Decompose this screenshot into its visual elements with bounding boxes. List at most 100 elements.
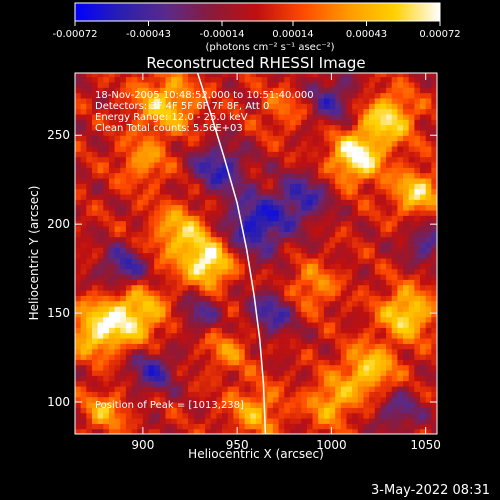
heatmap-cell bbox=[318, 231, 325, 238]
heatmap-cell bbox=[199, 369, 206, 376]
heatmap-cell bbox=[352, 337, 359, 344]
heatmap-cell bbox=[329, 183, 336, 190]
heatmap-cell bbox=[108, 76, 116, 83]
heatmap-cell bbox=[148, 311, 155, 318]
heatmap-cell bbox=[363, 263, 370, 270]
heatmap-cell bbox=[148, 337, 155, 344]
heatmap-cell bbox=[91, 396, 99, 403]
heatmap-cell bbox=[199, 145, 206, 152]
heatmap-cell bbox=[182, 364, 189, 371]
heatmap-cell bbox=[352, 327, 359, 334]
heatmap-cell bbox=[318, 423, 325, 430]
heatmap-cell bbox=[403, 145, 410, 152]
heatmap-cell bbox=[295, 375, 302, 382]
heatmap-cell bbox=[403, 76, 410, 83]
heatmap-cell bbox=[216, 353, 223, 360]
heatmap-cell bbox=[227, 97, 234, 104]
heatmap-cell bbox=[216, 135, 223, 142]
heatmap-cell bbox=[159, 81, 167, 88]
heatmap-cell bbox=[340, 103, 348, 110]
heatmap-cell bbox=[386, 268, 393, 275]
heatmap-cell bbox=[176, 268, 184, 275]
heatmap-cell bbox=[386, 295, 393, 302]
heatmap-cell bbox=[267, 183, 274, 190]
heatmap-cell bbox=[159, 92, 167, 99]
heatmap-cell bbox=[408, 97, 415, 104]
heatmap-cell bbox=[403, 273, 410, 280]
heatmap-cell bbox=[120, 316, 127, 323]
heatmap-cell bbox=[329, 353, 336, 360]
heatmap-cell bbox=[188, 87, 195, 94]
x-tick-label: 950 bbox=[226, 438, 249, 452]
heatmap-cell bbox=[414, 428, 421, 434]
heatmap-cell bbox=[108, 289, 116, 296]
heatmap-cell bbox=[114, 263, 121, 270]
heatmap-cell bbox=[414, 305, 421, 312]
heatmap-cell bbox=[369, 369, 376, 376]
heatmap-cell bbox=[425, 161, 432, 168]
heatmap-cell bbox=[154, 215, 161, 222]
heatmap-cell bbox=[137, 316, 144, 323]
heatmap-cell bbox=[295, 225, 302, 232]
heatmap-cell bbox=[312, 423, 319, 430]
heatmap-cell bbox=[97, 225, 104, 232]
heatmap-cell bbox=[165, 177, 172, 184]
heatmap-cell bbox=[233, 279, 240, 286]
heatmap-cell bbox=[278, 145, 285, 152]
heatmap-cell bbox=[278, 316, 285, 323]
heatmap-cell bbox=[165, 284, 172, 291]
heatmap-cell bbox=[131, 380, 138, 387]
heatmap-cell bbox=[233, 87, 240, 94]
heatmap-cell bbox=[318, 273, 325, 280]
heatmap-cell bbox=[386, 145, 393, 152]
heatmap-cell bbox=[335, 92, 342, 99]
heatmap-cell bbox=[193, 199, 201, 206]
heatmap-cell bbox=[284, 231, 291, 238]
heatmap-cell bbox=[205, 396, 212, 403]
heatmap-cell bbox=[352, 119, 359, 126]
heatmap-cell bbox=[335, 241, 342, 248]
heatmap-cell bbox=[91, 92, 99, 99]
heatmap-cell bbox=[289, 220, 297, 227]
heatmap-cell bbox=[397, 76, 404, 83]
heatmap-cell bbox=[306, 103, 314, 110]
heatmap-cell bbox=[176, 119, 184, 126]
heatmap-cell bbox=[137, 76, 144, 83]
heatmap-cell bbox=[188, 135, 195, 142]
heatmap-cell bbox=[142, 119, 150, 126]
heatmap-cell bbox=[97, 252, 104, 259]
heatmap-cell bbox=[227, 268, 234, 275]
heatmap-cell bbox=[256, 396, 263, 403]
heatmap-cell bbox=[289, 76, 297, 83]
heatmap-cell bbox=[188, 369, 195, 376]
heatmap-cell bbox=[75, 193, 82, 200]
heatmap-cell bbox=[335, 321, 342, 328]
heatmap-cell bbox=[380, 305, 387, 312]
heatmap-cell bbox=[210, 199, 218, 206]
heatmap-cell bbox=[374, 311, 382, 318]
heatmap-cell bbox=[340, 428, 348, 434]
heatmap-cell bbox=[222, 289, 229, 296]
heatmap-cell bbox=[165, 108, 172, 115]
heatmap-cell bbox=[244, 401, 251, 408]
heatmap-cell bbox=[210, 236, 218, 243]
heatmap-cell bbox=[182, 311, 189, 318]
heatmap-cell bbox=[91, 177, 99, 184]
heatmap-cell bbox=[244, 177, 251, 184]
heatmap-cell bbox=[318, 76, 325, 83]
heatmap-cell bbox=[250, 316, 257, 323]
heatmap-cell bbox=[386, 263, 393, 270]
heatmap-cell bbox=[414, 193, 421, 200]
heatmap-cell bbox=[425, 124, 432, 131]
heatmap-cell bbox=[86, 113, 93, 120]
heatmap-cell bbox=[261, 193, 268, 200]
heatmap-cell bbox=[165, 129, 172, 136]
heatmap-cell bbox=[222, 225, 229, 232]
heatmap-cell bbox=[154, 300, 161, 307]
heatmap-cell bbox=[312, 375, 319, 382]
heatmap-cell bbox=[289, 161, 297, 168]
heatmap-cell bbox=[80, 199, 87, 206]
heatmap-cell bbox=[408, 188, 415, 195]
heatmap-cell bbox=[91, 199, 99, 206]
heatmap-cell bbox=[329, 369, 336, 376]
